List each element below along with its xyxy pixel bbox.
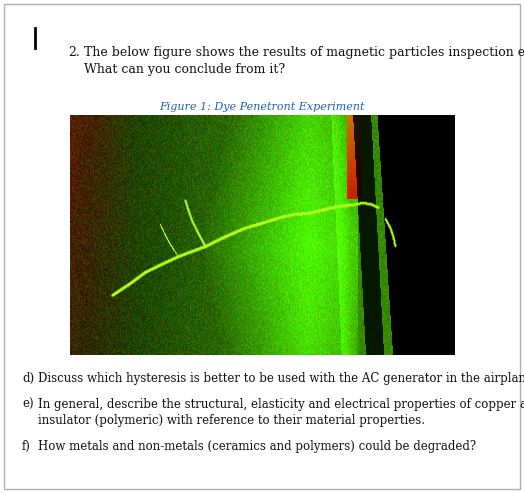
Text: e): e) bbox=[22, 398, 34, 411]
Text: The below figure shows the results of magnetic particles inspection experiment.: The below figure shows the results of ma… bbox=[84, 46, 524, 59]
Text: What can you conclude from it?: What can you conclude from it? bbox=[84, 63, 285, 76]
Text: Discuss which hysteresis is better to be used with the AC generator in the airpl: Discuss which hysteresis is better to be… bbox=[38, 372, 524, 385]
Text: In general, describe the structural, elasticity and electrical properties of cop: In general, describe the structural, ela… bbox=[38, 398, 524, 411]
Text: 2.: 2. bbox=[68, 46, 80, 59]
Text: d): d) bbox=[22, 372, 34, 385]
Text: Figure 1: Dye Penetront Experiment: Figure 1: Dye Penetront Experiment bbox=[159, 102, 365, 112]
Text: insulator (polymeric) with reference to their material properties.: insulator (polymeric) with reference to … bbox=[38, 414, 425, 427]
Text: How metals and non-metals (ceramics and polymers) could be degraded?: How metals and non-metals (ceramics and … bbox=[38, 440, 476, 453]
Text: f): f) bbox=[22, 440, 31, 453]
